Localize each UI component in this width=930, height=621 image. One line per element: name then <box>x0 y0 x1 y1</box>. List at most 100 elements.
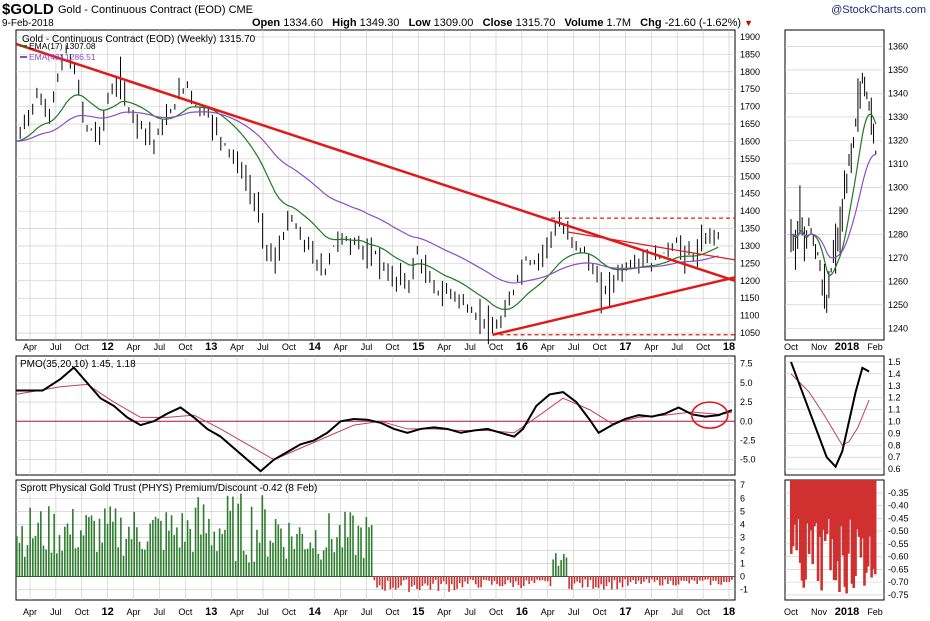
premium-bar <box>328 513 330 577</box>
daily-discount-bar <box>836 480 839 562</box>
premium-bar <box>256 529 258 577</box>
discount-bar <box>488 576 490 581</box>
x-tick-label: Apr <box>23 607 37 617</box>
daily-discount-bar <box>811 480 815 565</box>
pmo-signal-line <box>15 383 733 461</box>
premium-bar <box>82 535 85 577</box>
discount-bar <box>480 576 482 588</box>
premium-bar <box>96 551 98 577</box>
discount-bar <box>669 576 672 581</box>
daily-discount-bar <box>798 480 802 563</box>
discount-bar <box>394 576 397 590</box>
premium-bar <box>170 515 173 577</box>
premium-bar <box>186 520 189 577</box>
daily-discount-bar <box>850 480 854 584</box>
y-tick-label: -0.65 <box>888 564 909 574</box>
y-tick-label: 1360 <box>888 41 908 51</box>
symbol[interactable]: $GOLD <box>2 1 54 18</box>
discount-bar <box>584 576 586 580</box>
premium-bar <box>181 513 184 577</box>
x-tick-label: Oct <box>784 607 799 617</box>
daily-discount-bar <box>838 480 841 593</box>
x-tick-label: Apr <box>541 342 555 352</box>
x-tick-label: Jul <box>361 342 373 352</box>
x-tick-label: 2018 <box>835 606 859 618</box>
premium-bar <box>138 541 141 577</box>
y-tick-label: 1450 <box>740 189 760 199</box>
ema17-legend-label: EMA(17) 1307.08 <box>29 41 96 51</box>
x-tick-label: Nov <box>811 342 828 352</box>
discount-bar <box>525 576 528 581</box>
discount-bar <box>490 576 493 585</box>
premium-bar <box>173 535 176 577</box>
discount-bar <box>424 576 426 584</box>
premium-bar <box>98 518 101 577</box>
discount-bar <box>392 576 394 588</box>
x-tick-label: Jul <box>257 342 269 352</box>
discount-bar <box>667 576 669 585</box>
discount-bar <box>437 576 440 592</box>
x-tick-label: Jul <box>464 342 476 352</box>
discount-bar <box>627 576 629 586</box>
premium-bar <box>325 547 328 577</box>
y-tick-label: 2 <box>740 545 745 555</box>
premium-bar <box>48 506 50 577</box>
discount-bar <box>482 576 485 580</box>
daily-discount-bar <box>793 480 797 525</box>
premium-bar <box>120 517 122 577</box>
daily-discount-bar <box>800 480 804 581</box>
premium-bar <box>154 516 157 577</box>
premium-bar <box>248 562 250 577</box>
down-arrow-icon: ▼ <box>744 18 754 28</box>
pmo-daily-frame <box>784 355 885 476</box>
daily-discount-bar <box>832 480 836 580</box>
quote-date: 9-Feb-2018 <box>2 18 54 29</box>
premium-bar <box>317 553 320 577</box>
y-tick-label: -0.55 <box>888 539 909 549</box>
premium-bar <box>144 549 146 577</box>
discount-bar <box>725 576 728 583</box>
daily-discount-bar <box>820 480 823 591</box>
premium-bar <box>234 561 237 577</box>
daily-discount-bar <box>816 480 820 582</box>
premium-bar <box>349 512 352 577</box>
premium-bar <box>152 519 154 577</box>
y-tick-label: 1320 <box>888 135 908 145</box>
daily-pmo-line <box>790 361 870 469</box>
x-tick-label: 17 <box>619 341 631 353</box>
discount-bar <box>640 576 642 585</box>
x-tick-label: 13 <box>205 606 217 618</box>
discount-bar <box>426 576 429 586</box>
daily-discount-bar <box>834 480 838 581</box>
discount-bar <box>416 576 418 589</box>
daily-discount-bar <box>839 480 843 527</box>
discount-bar <box>501 576 504 587</box>
y-tick-label: 1310 <box>888 159 908 169</box>
daily-discount-bar <box>802 480 806 588</box>
y-tick-label: 1900 <box>740 32 760 42</box>
premium-bar <box>80 530 82 577</box>
premium-bar <box>146 541 149 577</box>
premium-bar <box>200 534 202 577</box>
daily-discount-bar <box>868 480 872 537</box>
quote-line: Open 1334.60 High 1349.30 Low 1309.00 Cl… <box>252 17 754 29</box>
daily-discount-bar <box>857 480 861 537</box>
premium-bar <box>322 550 325 577</box>
daily-discount-bar <box>859 480 863 558</box>
premium-bar <box>237 503 240 577</box>
daily-discount-bar <box>866 480 870 567</box>
premium-bar <box>250 506 253 577</box>
daily-discount-bar <box>873 480 877 575</box>
premium-bar <box>336 537 338 577</box>
premium-bar <box>560 560 562 577</box>
y-tick-label: 7.5 <box>740 359 753 369</box>
discount-bar <box>683 576 685 581</box>
brand-link[interactable]: @StockCharts.com <box>831 4 926 16</box>
x-tick-label: 17 <box>619 606 631 618</box>
premium-bar <box>213 531 216 577</box>
premium-bar <box>184 541 186 577</box>
premium-bar <box>69 534 71 577</box>
daily-discount-bar <box>861 480 864 539</box>
y-tick-label: 0.9 <box>888 428 901 438</box>
premium-bar <box>114 508 117 577</box>
